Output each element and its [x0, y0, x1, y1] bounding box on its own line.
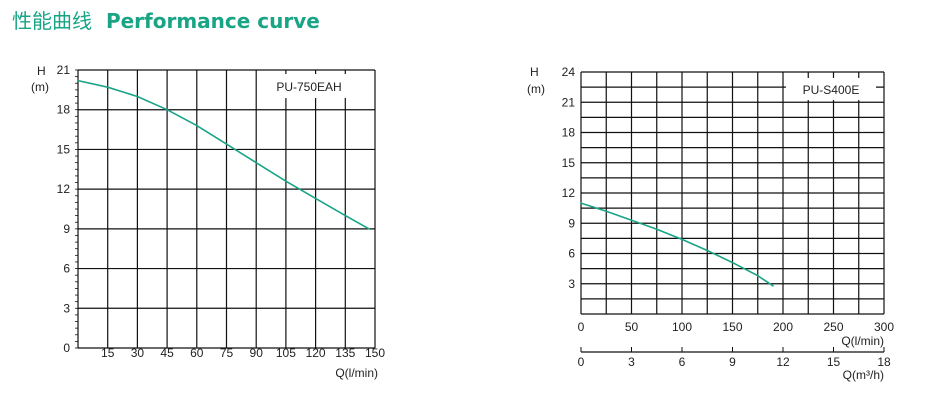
- y-axis-unit: (m): [527, 82, 545, 96]
- curve-point: [136, 95, 139, 98]
- curve-point: [77, 79, 79, 82]
- x-tick-label: 200: [773, 320, 793, 334]
- curve-point: [630, 219, 633, 222]
- performance-curve-line: [77, 79, 370, 230]
- x-tick-label: 60: [190, 346, 204, 360]
- x-tick-label: 90: [250, 346, 264, 360]
- model-label-bg: [259, 74, 360, 98]
- y-tick-label: 15: [57, 142, 71, 156]
- x-tick-label: 105: [276, 346, 296, 360]
- x2-tick-label: 15: [827, 355, 841, 369]
- y-tick-label: 21: [57, 63, 71, 77]
- y-tick-label: 0: [63, 341, 70, 355]
- curve-point: [756, 274, 759, 277]
- x-tick-label: 45: [160, 346, 174, 360]
- curve-point: [368, 227, 370, 230]
- x-tick-label: 30: [131, 346, 145, 360]
- page-title: 性能曲线 Performance curve: [12, 5, 320, 34]
- y-axis-label: H: [530, 65, 539, 79]
- model-label-bg: [786, 78, 876, 100]
- curve-point: [225, 143, 228, 146]
- curve-point: [580, 202, 582, 204]
- y-axis-unit: (m): [31, 80, 49, 94]
- y-tick-label: 24: [562, 65, 576, 79]
- curve-point: [285, 180, 287, 183]
- curve-point: [655, 228, 658, 231]
- model-label: PU-750EAH: [276, 80, 341, 94]
- x-tick-label: 50: [625, 320, 639, 334]
- curve-point: [681, 238, 683, 241]
- x2-tick-label: 12: [776, 355, 790, 369]
- x-tick-label: 15: [101, 346, 115, 360]
- curve-point: [195, 124, 198, 127]
- y-tick-label: 15: [562, 156, 576, 170]
- x-tick-label: 120: [306, 346, 326, 360]
- performance-curve-line: [580, 202, 774, 287]
- curve-point: [772, 284, 774, 287]
- y-tick-label: 18: [562, 126, 576, 140]
- curve-point: [255, 161, 258, 164]
- x-tick-label: 300: [874, 320, 894, 334]
- x2-axis-label: Q(m³/h): [843, 368, 884, 382]
- x2-tick-label: 18: [877, 355, 891, 369]
- x-tick-label: 150: [365, 346, 385, 360]
- y-tick-label: 9: [568, 216, 575, 230]
- x2-tick-label: 3: [628, 355, 635, 369]
- y-tick-label: 21: [562, 95, 576, 109]
- x-tick-label: 100: [672, 320, 692, 334]
- x-tick-label: 135: [335, 346, 355, 360]
- page-title-zh: 性能曲线: [12, 9, 92, 33]
- y-axis-label: H: [37, 64, 46, 78]
- curve-point: [344, 214, 347, 217]
- y-tick-label: 12: [562, 186, 576, 200]
- x-axis-label: Q(l/min): [841, 334, 884, 348]
- y-tick-label: 6: [63, 262, 70, 276]
- page-title-en: Performance curve: [105, 9, 320, 33]
- x-tick-label: 0: [578, 320, 585, 334]
- curve-point: [314, 197, 317, 200]
- x-tick-label: 75: [220, 346, 234, 360]
- curve-point: [166, 108, 169, 111]
- y-tick-label: 3: [568, 277, 575, 291]
- curve-point: [706, 249, 709, 252]
- model-label: PU-S400E: [803, 83, 860, 97]
- y-tick-label: 18: [57, 103, 71, 117]
- x2-tick-label: 0: [578, 355, 585, 369]
- y-tick-label: 12: [57, 182, 71, 196]
- curve-point: [605, 210, 608, 213]
- y-tick-label: 6: [568, 247, 575, 261]
- y-tick-label: 3: [63, 301, 70, 315]
- curve-point: [106, 86, 109, 89]
- y-tick-label: 9: [63, 222, 70, 236]
- x2-tick-label: 9: [729, 355, 736, 369]
- x2-tick-label: 6: [679, 355, 686, 369]
- x-tick-label: 150: [722, 320, 742, 334]
- x-axis-label: Q(l/min): [335, 366, 378, 380]
- x-tick-label: 250: [823, 320, 843, 334]
- curve-point: [731, 261, 734, 264]
